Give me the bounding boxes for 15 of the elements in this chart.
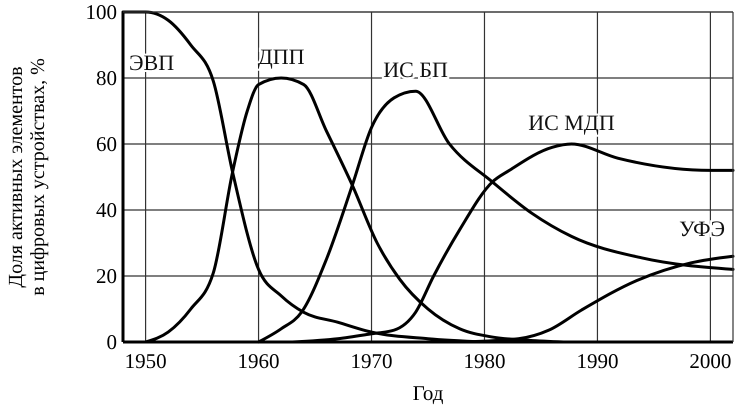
series-label: ИС БП [383, 57, 448, 82]
x-tick-label: 2000 [689, 349, 732, 373]
y-tick-label: 100 [86, 0, 117, 24]
y-axis-title: Доля активных элементов в цифровых устройствах, % [5, 58, 49, 296]
x-tick-label: 1960 [238, 349, 280, 373]
x-tick-label: 1990 [576, 349, 618, 373]
x-tick-label: 1970 [350, 349, 393, 373]
y-tick-label: 0 [106, 330, 117, 354]
y-tick-label: 60 [96, 132, 117, 156]
y-tick-label: 40 [96, 198, 117, 222]
x-axis-title: Год [412, 381, 444, 405]
y-tick-label: 80 [96, 66, 117, 90]
y-tick-label: 20 [96, 264, 117, 288]
x-tick-label: 1980 [463, 349, 506, 373]
x-tick-label: 1950 [124, 349, 167, 373]
